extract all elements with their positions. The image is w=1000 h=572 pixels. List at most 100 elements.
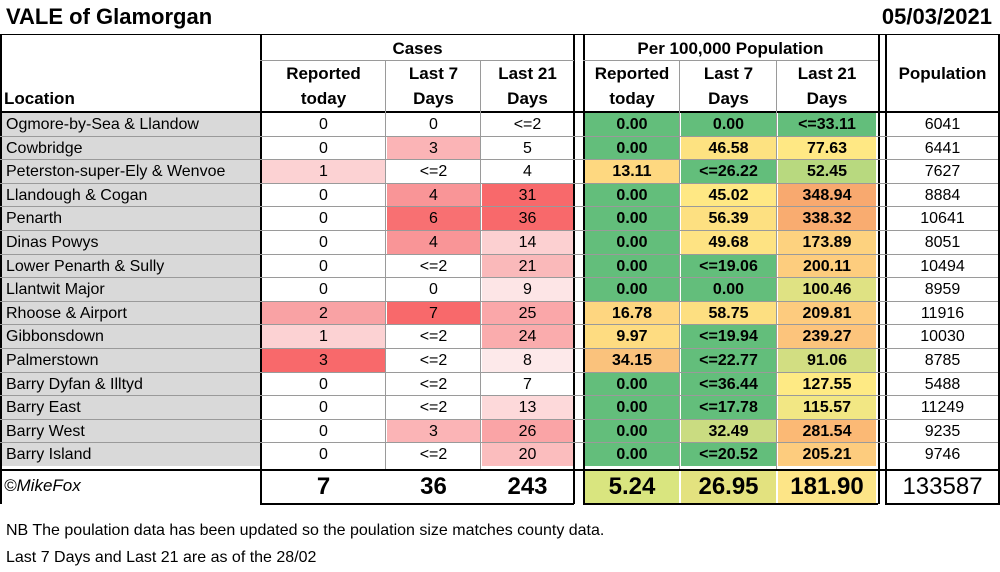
population-cell: 7627 <box>924 163 961 181</box>
value-cell-p-today: 16.78 <box>585 301 679 325</box>
value-cell-c-21: 13 <box>482 396 573 419</box>
total-cell-p-7: 26.95 <box>681 470 776 504</box>
value-cell-p-21: 205.21 <box>778 443 876 466</box>
frame-line <box>0 469 1000 471</box>
frame-line <box>573 34 575 504</box>
value-cell-p-21: <=33.11 <box>778 113 876 136</box>
column-header-c-today: today <box>300 89 347 108</box>
location-cell: Ogmore-by-Sea & Llandow <box>2 113 260 136</box>
frame-line <box>583 34 585 504</box>
grid-line <box>0 206 998 208</box>
value-cell-p-today: 0.00 <box>585 372 679 396</box>
value-cell-c-today: 1 <box>262 160 385 183</box>
value-cell-c-today: 0 <box>262 207 385 230</box>
column-header-p-today: today <box>609 89 655 108</box>
total-cell-c-7: 36 <box>420 473 447 500</box>
population-cell: 9235 <box>924 422 961 440</box>
column-header-p-today: Reported <box>594 64 670 83</box>
value-cell-p-today: 0.00 <box>585 231 679 254</box>
column-header-c-21: Days <box>507 89 548 108</box>
population-header: Population <box>898 64 987 83</box>
value-cell-c-21: 4 <box>482 160 573 183</box>
column-header-c-7: Days <box>413 89 454 108</box>
value-cell-p-today: 0.00 <box>585 183 679 207</box>
value-cell-c-today: 0 <box>262 419 385 443</box>
value-cell-c-21: 21 <box>482 254 573 278</box>
report-date: 05/03/2021 <box>881 4 992 29</box>
value-cell-c-7: 4 <box>387 183 480 207</box>
value-cell-c-21: 5 <box>482 136 573 160</box>
value-cell-p-21: 52.45 <box>778 160 876 183</box>
value-cell-p-21: 127.55 <box>778 372 876 396</box>
grid-line <box>260 60 574 61</box>
population-cell: 6441 <box>924 139 961 157</box>
grid-line <box>480 60 481 470</box>
grid-line <box>0 159 998 161</box>
value-cell-p-7: 58.75 <box>681 301 776 325</box>
value-cell-c-today: 2 <box>262 301 385 325</box>
value-cell-p-21: 281.54 <box>778 419 876 443</box>
page-title: VALE of Glamorgan <box>6 4 213 29</box>
population-cell: 8959 <box>924 281 961 299</box>
grid-line <box>679 60 680 470</box>
note-line-2: Last 7 Days and Last 21 are as of the 28… <box>6 549 317 566</box>
value-cell-c-7: 0 <box>387 278 480 301</box>
value-cell-p-today: 0.00 <box>585 278 679 301</box>
grid-line <box>0 348 998 349</box>
value-cell-c-7: 4 <box>387 231 480 254</box>
value-cell-c-21: 24 <box>482 325 573 348</box>
value-cell-p-today: 13.11 <box>585 160 679 183</box>
location-header: Location <box>4 89 75 108</box>
frame-line <box>260 34 262 504</box>
value-cell-p-7: <=19.06 <box>681 254 776 278</box>
location-cell: Barry Dyfan & Illtyd <box>2 372 260 396</box>
frame-line <box>0 111 1000 113</box>
value-cell-c-7: <=2 <box>387 160 480 183</box>
location-cell: Palmerstown <box>2 349 260 372</box>
value-cell-p-7: 0.00 <box>681 113 776 136</box>
value-cell-c-21: 20 <box>482 443 573 466</box>
frame-line <box>885 503 1000 505</box>
credit-text: ©MikeFox <box>4 476 81 495</box>
population-cell: 8785 <box>924 352 961 369</box>
value-cell-p-today: 0.00 <box>585 443 679 466</box>
column-header-c-7: Last 7 <box>408 64 459 83</box>
frame-line <box>878 34 880 504</box>
value-cell-p-7: <=26.22 <box>681 160 776 183</box>
value-cell-c-today: 0 <box>262 254 385 278</box>
total-cell-c-21: 243 <box>507 473 548 500</box>
location-cell: Cowbridge <box>2 136 260 160</box>
frame-line <box>260 503 574 505</box>
total-cell-p-21: 181.90 <box>778 470 876 504</box>
value-cell-p-21: 348.94 <box>778 183 876 207</box>
total-cell-pop: 133587 <box>902 473 983 500</box>
value-cell-p-21: 209.81 <box>778 301 876 325</box>
grid-line <box>583 60 878 61</box>
value-cell-p-21: 173.89 <box>778 231 876 254</box>
value-cell-p-7: <=22.77 <box>681 349 776 372</box>
population-cell: 10494 <box>920 257 965 275</box>
location-cell: Barry West <box>2 419 260 443</box>
value-cell-p-7: <=36.44 <box>681 372 776 396</box>
location-cell: Gibbonsdown <box>2 325 260 348</box>
value-cell-p-21: 239.27 <box>778 325 876 348</box>
value-cell-p-today: 0.00 <box>585 136 679 160</box>
value-cell-c-21: 36 <box>482 207 573 230</box>
cases-group-header: Cases <box>392 39 443 58</box>
value-cell-c-today: 0 <box>262 372 385 396</box>
value-cell-c-today: 0 <box>262 113 385 136</box>
value-cell-p-today: 9.97 <box>585 325 679 348</box>
population-cell: 9746 <box>924 446 961 464</box>
value-cell-c-today: 0 <box>262 396 385 419</box>
total-cell-p-today: 5.24 <box>585 470 679 504</box>
frame-line <box>885 34 887 504</box>
value-cell-c-7: <=2 <box>387 325 480 348</box>
population-cell: 6041 <box>924 116 961 133</box>
value-cell-p-7: <=19.94 <box>681 325 776 348</box>
population-cell: 8884 <box>924 186 961 204</box>
value-cell-c-7: 7 <box>387 301 480 325</box>
value-cell-p-7: 45.02 <box>681 183 776 207</box>
value-cell-p-21: 77.63 <box>778 136 876 160</box>
value-cell-c-7: <=2 <box>387 349 480 372</box>
population-cell: 10030 <box>920 328 965 346</box>
